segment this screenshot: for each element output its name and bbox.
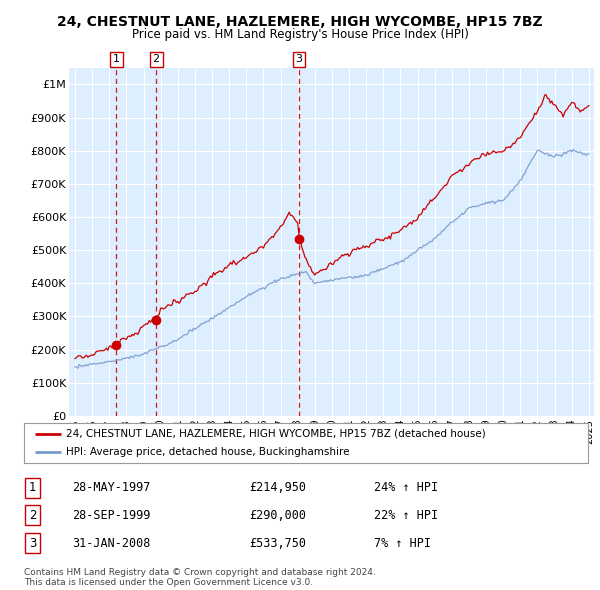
Text: 2: 2 [152,54,160,64]
Text: £290,000: £290,000 [250,509,307,522]
Text: 24, CHESTNUT LANE, HAZLEMERE, HIGH WYCOMBE, HP15 7BZ: 24, CHESTNUT LANE, HAZLEMERE, HIGH WYCOM… [57,15,543,29]
Text: 22% ↑ HPI: 22% ↑ HPI [374,509,438,522]
Text: 28-SEP-1999: 28-SEP-1999 [72,509,151,522]
Text: HPI: Average price, detached house, Buckinghamshire: HPI: Average price, detached house, Buck… [66,447,350,457]
Text: £533,750: £533,750 [250,537,307,550]
Text: 3: 3 [296,54,302,64]
Text: 24% ↑ HPI: 24% ↑ HPI [374,481,438,494]
Text: 31-JAN-2008: 31-JAN-2008 [72,537,151,550]
Text: 7% ↑ HPI: 7% ↑ HPI [374,537,431,550]
Text: 1: 1 [29,481,36,494]
Text: Price paid vs. HM Land Registry's House Price Index (HPI): Price paid vs. HM Land Registry's House … [131,28,469,41]
Text: 2: 2 [29,509,36,522]
Text: 28-MAY-1997: 28-MAY-1997 [72,481,151,494]
Text: Contains HM Land Registry data © Crown copyright and database right 2024.
This d: Contains HM Land Registry data © Crown c… [24,568,376,587]
Text: 24, CHESTNUT LANE, HAZLEMERE, HIGH WYCOMBE, HP15 7BZ (detached house): 24, CHESTNUT LANE, HAZLEMERE, HIGH WYCOM… [66,429,486,439]
Text: 1: 1 [113,54,120,64]
Text: £214,950: £214,950 [250,481,307,494]
Text: 3: 3 [29,537,36,550]
